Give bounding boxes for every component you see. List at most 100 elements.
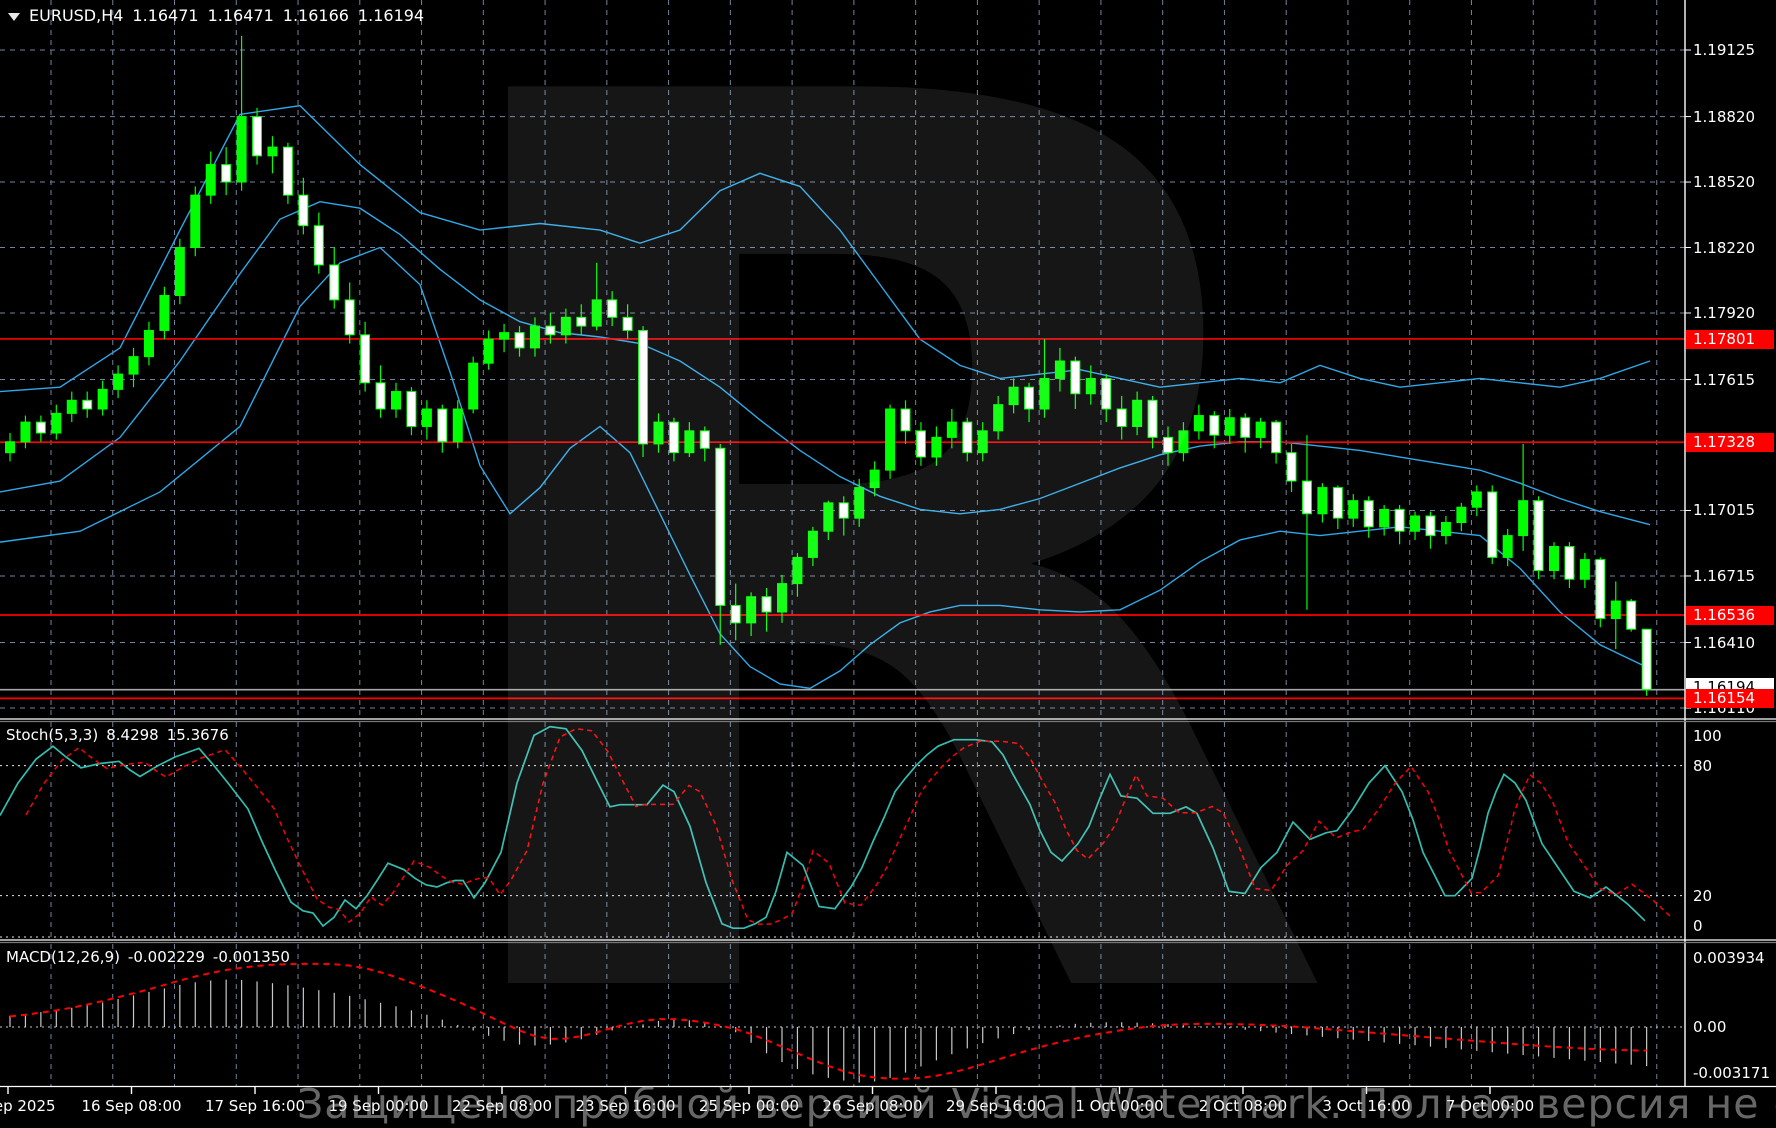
- bull-candle: [499, 332, 510, 340]
- price-axis-label: 1.17015: [1693, 501, 1756, 520]
- bear-candle: [221, 164, 232, 183]
- bull-candle: [560, 316, 571, 336]
- macd-name: MACD(12,26,9): [6, 948, 120, 966]
- bull-candle: [97, 388, 108, 410]
- price-level-badge: 1.17328: [1686, 433, 1774, 453]
- bear-candle: [1595, 559, 1606, 620]
- bull-candle: [1085, 377, 1096, 395]
- bear-candle: [1101, 377, 1112, 410]
- bull-candle: [5, 441, 15, 454]
- bear-candle: [915, 430, 926, 458]
- bear-candle: [1626, 600, 1637, 630]
- bear-candle: [35, 421, 46, 434]
- stoch-indicator-label: Stoch(5,3,3) 8.4298 15.3676: [6, 726, 237, 744]
- price-axis-label: 1.18820: [1693, 107, 1756, 126]
- bull-candle: [653, 421, 664, 445]
- bear-candle: [252, 116, 263, 157]
- stoch-axis-label: 20: [1693, 886, 1713, 905]
- bear-candle: [329, 264, 340, 301]
- bull-candle: [1610, 600, 1621, 620]
- watermark-caption: Защищено пробной версией Visual Watermar…: [297, 1080, 1776, 1128]
- time-axis-label: 17 Sep 16:00: [204, 1097, 306, 1115]
- bull-candle: [66, 399, 77, 414]
- bear-candle: [622, 316, 633, 331]
- price-axis-label: 1.19125: [1693, 41, 1756, 59]
- bull-candle: [1549, 546, 1559, 572]
- bull-candle: [421, 408, 432, 427]
- bull-candle: [174, 247, 185, 297]
- bear-candle: [1564, 546, 1575, 580]
- bull-candle: [823, 502, 834, 532]
- macd-axis-label: 0.003934: [1693, 949, 1765, 967]
- bull-candle: [1518, 500, 1529, 537]
- bear-candle: [1147, 399, 1158, 438]
- symbol-dropdown-icon[interactable]: [8, 13, 20, 21]
- stoch-signal-value: 15.3676: [166, 726, 229, 744]
- bear-candle: [406, 391, 417, 427]
- stoch-axis-label: 80: [1693, 756, 1713, 775]
- bull-candle: [931, 436, 942, 458]
- stoch-axis-label: 100: [1693, 727, 1722, 745]
- price-level-badge: 1.17801: [1686, 329, 1774, 349]
- bull-candle: [885, 408, 896, 471]
- bull-candle: [20, 421, 31, 443]
- bull-candle: [1054, 360, 1065, 379]
- time-axis-label: 29 Sep 16:00: [945, 1097, 1047, 1115]
- bull-candle: [591, 299, 602, 327]
- bull-candle: [483, 338, 494, 364]
- bear-candle: [1533, 500, 1544, 572]
- bear-candle: [761, 596, 772, 613]
- bull-candle: [854, 487, 865, 519]
- stoch-main-line: [0, 725, 1646, 930]
- time-axis-label: 26 Sep 08:00: [822, 1097, 923, 1115]
- bear-candle: [1332, 487, 1343, 519]
- bear-candle: [900, 408, 911, 432]
- price-axis-label: 1.17920: [1693, 303, 1756, 322]
- close-value: 1.16194: [357, 6, 425, 25]
- bull-candle: [1317, 487, 1328, 515]
- stoch-name: Stoch(5,3,3): [6, 726, 99, 744]
- bull-candle: [1178, 430, 1189, 454]
- bull-candle: [236, 116, 247, 183]
- time-axis-label: 1 Oct 00:00: [1075, 1097, 1164, 1115]
- time-axis-label: 3 Oct 16:00: [1322, 1097, 1411, 1115]
- time-axis-label: 22 Sep 08:00: [451, 1097, 553, 1115]
- price-axis-label: 1.16715: [1693, 566, 1756, 585]
- bull-candle: [159, 295, 170, 331]
- bear-candle: [1070, 360, 1081, 395]
- bull-candle: [807, 530, 818, 558]
- low-value: 1.16166: [282, 6, 349, 25]
- bull-candle: [128, 356, 139, 375]
- stoch-main-value: 8.4298: [106, 726, 159, 744]
- bull-candle: [190, 194, 201, 249]
- bear-candle: [437, 408, 448, 443]
- bear-candle: [1209, 415, 1220, 436]
- bull-candle: [977, 430, 988, 454]
- time-axis-label: 15 Sep 2025: [0, 1097, 56, 1115]
- bear-candle: [1425, 515, 1436, 537]
- bull-candle: [391, 391, 401, 410]
- bear-candle: [514, 332, 525, 349]
- price-level-badge: 1.16154: [1686, 689, 1774, 709]
- macd-indicator-label: MACD(12,26,9) -0.002229 -0.001350: [6, 948, 298, 966]
- bull-candle: [1008, 386, 1019, 406]
- bear-candle: [962, 421, 973, 454]
- time-axis-label: 23 Sep 16:00: [575, 1097, 676, 1115]
- price-axis-label: 1.18520: [1693, 173, 1756, 192]
- bull-candle: [267, 146, 278, 157]
- bull-candle: [51, 412, 62, 434]
- bear-candle: [638, 329, 649, 445]
- bull-candle: [205, 164, 216, 196]
- time-axis-label: 16 Sep 08:00: [81, 1097, 182, 1115]
- bull-candle: [792, 556, 803, 585]
- bull-candle: [869, 469, 880, 489]
- time-axis-label: 19 Sep 00:00: [328, 1097, 429, 1115]
- open-value: 1.16471: [132, 6, 199, 25]
- price-axis-label: 1.16410: [1693, 633, 1756, 652]
- macd-signal-line: [9, 962, 1647, 1080]
- bull-candle: [1193, 415, 1204, 432]
- symbol-period-label: EURUSD,H4: [29, 6, 124, 25]
- bear-candle: [545, 325, 556, 336]
- bear-candle: [699, 430, 710, 449]
